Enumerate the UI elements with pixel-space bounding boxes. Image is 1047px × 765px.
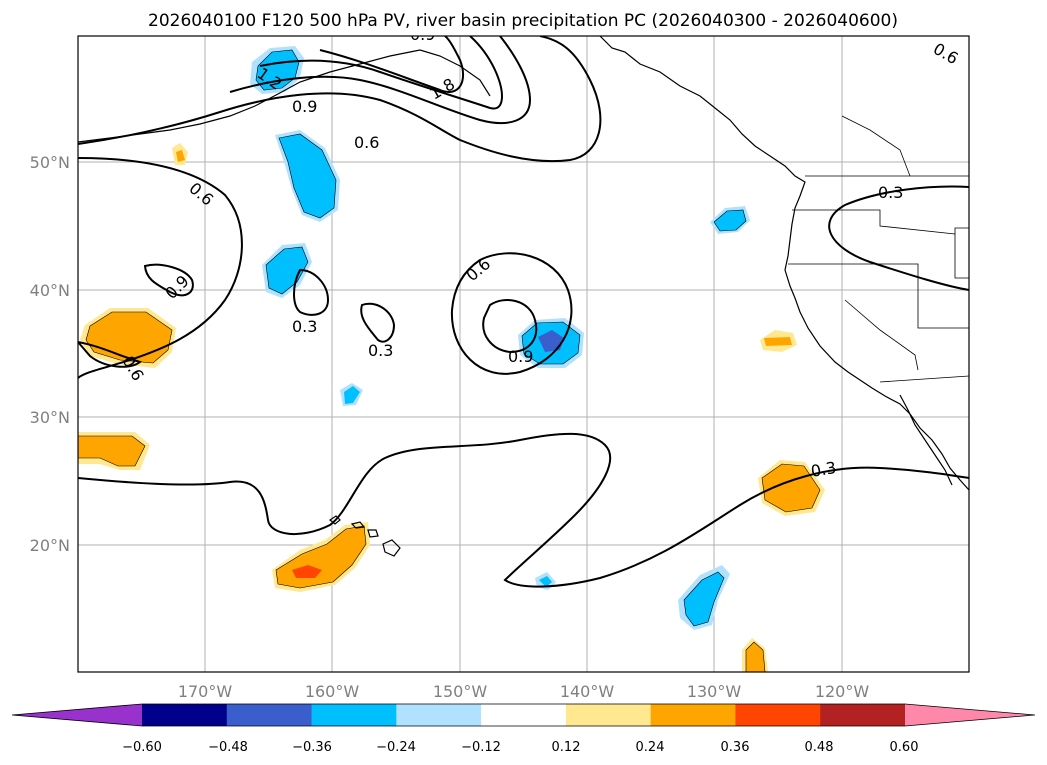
lon-label-160w: 160°W [305, 682, 360, 701]
contour-0.6-west [78, 157, 243, 379]
colorbar-segment [481, 704, 567, 726]
border-alaska-canada [841, 115, 911, 177]
precip-area-blue [265, 246, 309, 295]
map-frame [77, 35, 970, 673]
border-us-mexico [879, 375, 969, 383]
island-maui [367, 529, 379, 538]
figure-title: 2026040100 F120 500 hPa PV, river basin … [148, 11, 898, 31]
colorbar-extend-min [12, 704, 142, 726]
precip-area-blue [683, 571, 725, 627]
precip-area-orange [78, 435, 146, 467]
longitude-labels: 170°W 160°W 150°W 140°W 130°W 120°W [178, 682, 870, 701]
precip-area-blue [278, 133, 337, 219]
colorbar-segment [820, 704, 906, 726]
coastline-north-america [599, 36, 969, 491]
lat-label-50n: 50°N [30, 153, 70, 172]
contour-0.9-center [482, 299, 538, 354]
contour-label: 0.9 [410, 25, 435, 44]
colorbar-tick-label: 0.60 [890, 740, 919, 755]
contour-label: 0.9 [292, 97, 317, 116]
precip-area-blue [539, 576, 552, 587]
colorbar-segment [565, 704, 652, 726]
contour-0.9-west [143, 263, 194, 297]
contour-label: 0.3 [292, 317, 317, 336]
colorbar-tick-labels: −0.60 −0.48 −0.36 −0.24 −0.12 0.12 0.24 … [122, 740, 918, 755]
island-hawaii [382, 539, 401, 557]
colorbar-segment [396, 704, 482, 726]
colorbar-tick-label: 0.48 [805, 740, 834, 755]
lat-label-30n: 30°N [30, 408, 70, 427]
contour-0.3-b [360, 302, 396, 343]
precip-area-red [292, 565, 322, 578]
lon-label-150w: 150°W [433, 682, 488, 701]
lon-label-170w: 170°W [178, 682, 233, 701]
contour-label: 0.6 [354, 133, 379, 152]
contour-label: 0.9 [508, 347, 533, 366]
lon-label-140w: 140°W [560, 682, 615, 701]
contour-label: 0.3 [878, 183, 903, 202]
precip-area-orange [764, 337, 792, 346]
contour-0.3-east [828, 185, 969, 291]
colorbar-tick-label: 0.12 [552, 740, 581, 755]
colorbar-tick-label: −0.24 [376, 740, 416, 755]
contour-0.6-small [78, 340, 143, 368]
pv-contours [78, 36, 969, 588]
border-nevada [788, 263, 969, 329]
precip-area-orange [745, 641, 766, 672]
colorbar-segment [650, 704, 736, 726]
colorbar-tick-label: −0.60 [122, 740, 162, 755]
colorbar-outline [11, 703, 1036, 727]
colorbar-tick-label: −0.48 [208, 740, 248, 755]
colorbar-segment [142, 704, 228, 726]
contour-0.3-a [293, 268, 330, 316]
border-california-nevada [844, 299, 919, 371]
lon-label-130w: 130°W [687, 682, 742, 701]
precip-area-orange [176, 150, 185, 162]
contour-0.6-center [450, 252, 573, 375]
contour-label: 0.3 [368, 341, 393, 360]
colorbar-segment [735, 704, 821, 726]
colorbar-tick-label: −0.36 [292, 740, 332, 755]
precip-area-blue [713, 209, 747, 232]
contour-1.2 [259, 36, 503, 110]
latitude-labels: 50°N 40°N 30°N 20°N [30, 153, 70, 555]
colorbar-segment [311, 704, 397, 726]
colorbar-tick-label: 0.36 [721, 740, 750, 755]
colorbar [11, 703, 1036, 727]
colorbar-tick-label: −0.12 [461, 740, 501, 755]
contour-label: 0.3 [809, 458, 837, 481]
colorbar-extend-max [905, 704, 1035, 726]
precip-area-blue-dark [538, 330, 564, 352]
precip-area-blue [344, 386, 360, 404]
coastline-alaska [419, 49, 491, 97]
island-oahu [350, 521, 366, 529]
contour-0.3-south [78, 432, 969, 588]
colorbar-segment [226, 704, 313, 726]
contour-1.8 [319, 36, 465, 93]
lat-label-40n: 40°N [30, 281, 70, 300]
graticule [78, 36, 969, 672]
border-state [954, 227, 969, 279]
coastline-baja [899, 394, 953, 486]
lat-label-20n: 20°N [30, 536, 70, 555]
contour-0.6 [78, 36, 602, 163]
contour-0.9 [229, 36, 532, 125]
lon-label-120w: 120°W [815, 682, 870, 701]
colorbar-tick-label: 0.24 [636, 740, 665, 755]
